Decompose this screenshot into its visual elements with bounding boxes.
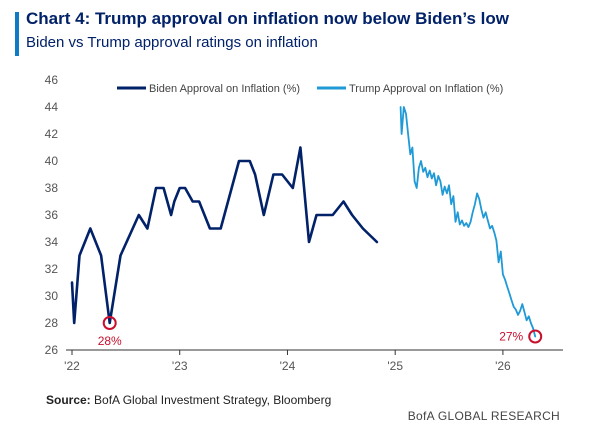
trump-approval-line <box>399 106 537 338</box>
y-tick-label: 34 <box>45 235 59 249</box>
low-point-label: 27% <box>499 330 523 344</box>
legend-trump-label: Trump Approval on Inflation (%) <box>349 83 503 95</box>
source-label: Source: <box>46 393 91 407</box>
biden-approval-line <box>70 146 379 325</box>
low-point-marker <box>528 329 543 344</box>
legend-biden-label: Biden Approval on Inflation (%) <box>149 83 300 95</box>
legend: Biden Approval on Inflation (%) Trump Ap… <box>117 83 503 95</box>
y-tick-label: 40 <box>45 154 59 168</box>
y-tick-label: 32 <box>45 262 59 276</box>
y-tick-label: 36 <box>45 208 59 222</box>
y-tick-label: 42 <box>45 127 59 141</box>
low-point-marker <box>102 316 117 330</box>
annotation-layer: 28% 27% <box>98 316 543 348</box>
y-tick-label: 30 <box>45 289 59 303</box>
series-layer <box>70 106 537 338</box>
x-tick-label: '24 <box>280 359 296 373</box>
y-tick-label: 38 <box>45 181 59 195</box>
y-tick-label: 44 <box>45 100 59 114</box>
y-tick-label: 26 <box>45 343 59 357</box>
chart-title: Chart 4: Trump approval on inflation now… <box>26 9 509 28</box>
y-tick-label: 46 <box>45 73 59 87</box>
y-axis-ticks: 26 28 30 32 34 36 38 40 42 44 46 <box>45 73 59 357</box>
x-tick-label: '26 <box>495 359 511 373</box>
title-accent-bar <box>15 12 19 56</box>
source-note: Source: BofA Global Investment Strategy,… <box>46 393 331 407</box>
x-axis-ticks: '22 '23 '24 '25 '26 <box>64 350 511 373</box>
source-text: BofA Global Investment Strategy, Bloombe… <box>94 393 332 407</box>
x-tick-label: '22 <box>64 359 80 373</box>
y-tick-label: 28 <box>45 316 59 330</box>
brand-footer: BofA GLOBAL RESEARCH <box>407 409 560 423</box>
chart-subtitle: Biden vs Trump approval ratings on infla… <box>26 34 318 51</box>
x-tick-label: '25 <box>387 359 403 373</box>
x-tick-label: '23 <box>172 359 188 373</box>
low-point-label: 28% <box>98 334 122 348</box>
